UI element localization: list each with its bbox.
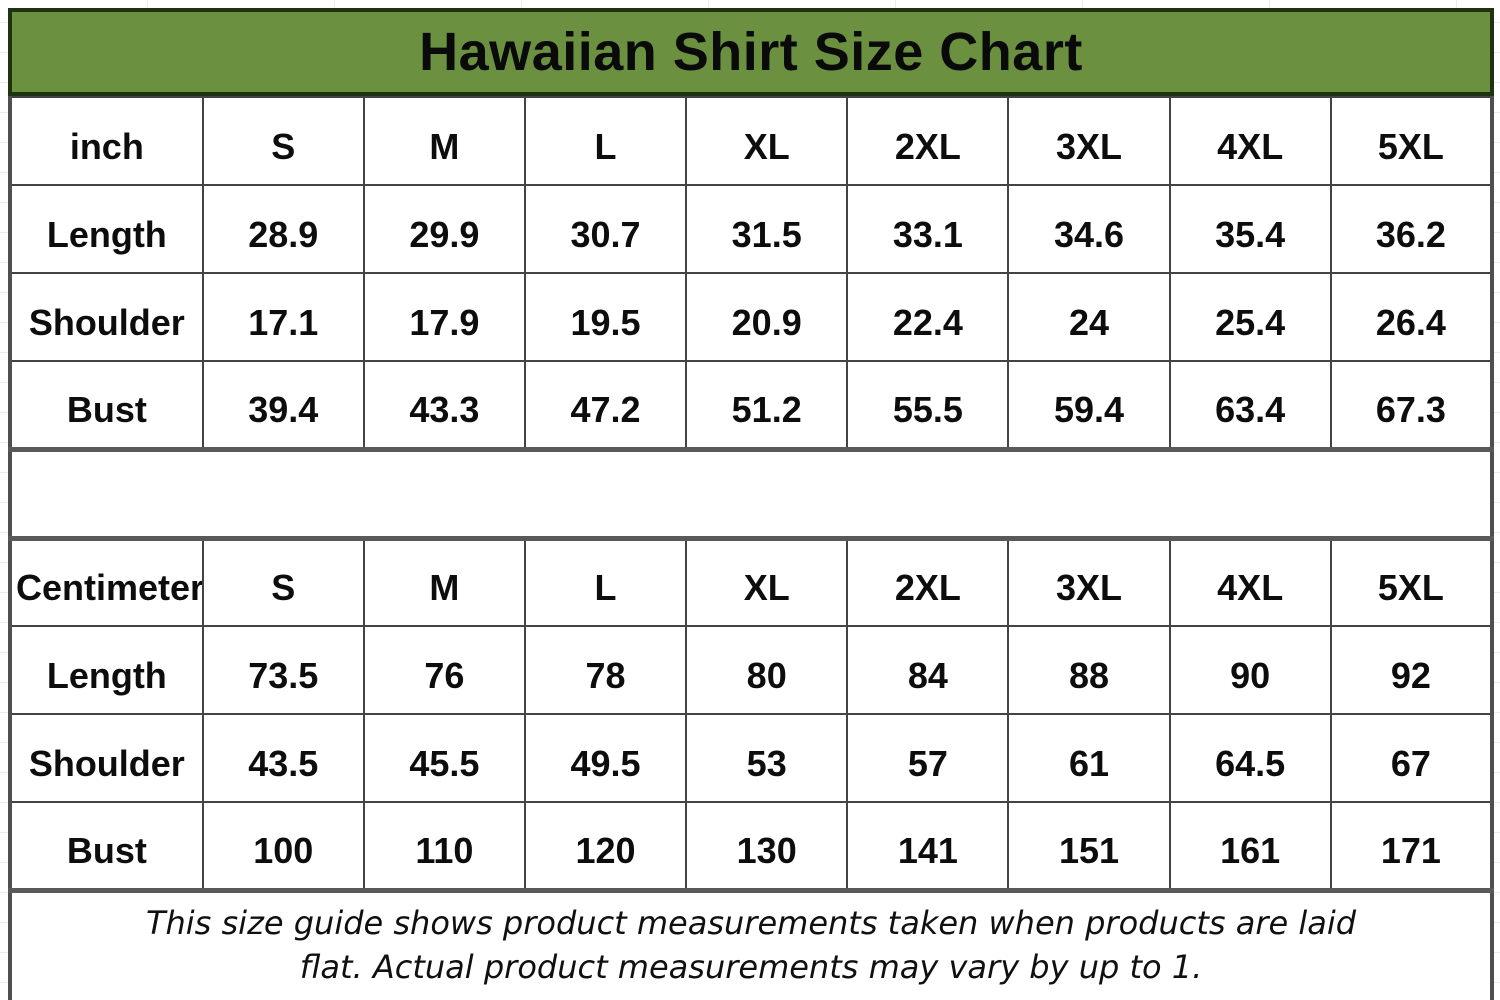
size-chart: Hawaiian Shirt Size Chart inch S M L XL 2XL 3X… xyxy=(8,8,1494,1000)
centimeter-size-table: Centimeter S M L XL 2XL 3XL 4XL 5XL Length 73.5 76 7… xyxy=(8,535,1494,893)
measurement-row: Length 28.9 29.9 30.7 31.5 33.1 34.6 35.4 36.2 xyxy=(9,184,1494,274)
measurement-value-cell: 67.3 xyxy=(1329,360,1494,450)
measurement-value-cell: 61 xyxy=(1007,713,1171,803)
chart-title-bar: Hawaiian Shirt Size Chart xyxy=(8,8,1494,96)
empty-spacer-row xyxy=(8,451,1494,536)
size-header-cell: XL xyxy=(685,537,849,627)
size-header-cell: M xyxy=(362,96,526,186)
measurement-row: Length 73.5 76 78 80 84 88 90 92 xyxy=(9,625,1494,715)
size-header-cell: 4XL xyxy=(1168,96,1332,186)
size-header-cell: 5XL xyxy=(1329,96,1494,186)
size-header-cell: L xyxy=(523,96,688,186)
measurement-label-cell: Length xyxy=(9,184,204,274)
measurement-value-cell: 151 xyxy=(1007,801,1171,891)
footer-note-text: This size guide shows product measuremen… xyxy=(145,903,1357,986)
measurement-value-cell: 49.5 xyxy=(523,713,688,803)
measurement-value-cell: 22.4 xyxy=(846,272,1010,362)
measurement-value-cell: 63.4 xyxy=(1168,360,1332,450)
size-header-cell: 4XL xyxy=(1168,537,1332,627)
measurement-value-cell: 39.4 xyxy=(201,360,365,450)
measurement-value-cell: 26.4 xyxy=(1329,272,1494,362)
measurement-value-cell: 80 xyxy=(685,625,849,715)
size-header-cell: 3XL xyxy=(1007,537,1171,627)
measurement-value-cell: 17.1 xyxy=(201,272,365,362)
measurement-value-cell: 84 xyxy=(846,625,1010,715)
measurement-value-cell: 45.5 xyxy=(362,713,526,803)
measurement-value-cell: 33.1 xyxy=(846,184,1010,274)
size-header-cell: M xyxy=(362,537,526,627)
measurement-row: Bust 39.4 43.3 47.2 51.2 55.5 59.4 63.4 67.3 xyxy=(9,360,1494,450)
measurement-value-cell: 31.5 xyxy=(685,184,849,274)
size-header-row: Centimeter S M L XL 2XL 3XL 4XL 5XL xyxy=(9,537,1494,627)
measurement-row: Shoulder 17.1 17.9 19.5 20.9 22.4 24 25.4 26.4 xyxy=(9,272,1494,362)
unit-header-cell: Centimeter xyxy=(9,537,204,627)
measurement-value-cell: 73.5 xyxy=(201,625,365,715)
measurement-value-cell: 120 xyxy=(523,801,688,891)
unit-header-cell: inch xyxy=(9,96,204,186)
measurement-value-cell: 64.5 xyxy=(1168,713,1332,803)
size-header-cell: S xyxy=(201,96,365,186)
size-header-cell: XL xyxy=(685,96,849,186)
measurement-value-cell: 141 xyxy=(846,801,1010,891)
measurement-value-cell: 76 xyxy=(362,625,526,715)
size-header-cell: 2XL xyxy=(846,537,1010,627)
measurement-label-cell: Bust xyxy=(9,801,204,891)
measurement-value-cell: 28.9 xyxy=(201,184,365,274)
measurement-value-cell: 92 xyxy=(1329,625,1494,715)
measurement-value-cell: 47.2 xyxy=(523,360,688,450)
size-header-cell: L xyxy=(523,537,688,627)
measurement-value-cell: 88 xyxy=(1007,625,1171,715)
measurement-value-cell: 53 xyxy=(685,713,849,803)
measurement-value-cell: 30.7 xyxy=(523,184,688,274)
measurement-value-cell: 19.5 xyxy=(523,272,688,362)
measurement-value-cell: 43.5 xyxy=(201,713,365,803)
size-header-cell: 3XL xyxy=(1007,96,1171,186)
measurement-value-cell: 90 xyxy=(1168,625,1332,715)
measurement-value-cell: 25.4 xyxy=(1168,272,1332,362)
measurement-value-cell: 51.2 xyxy=(685,360,849,450)
measurement-label-cell: Shoulder xyxy=(9,272,204,362)
size-header-cell: 5XL xyxy=(1329,537,1494,627)
inch-size-table: inch S M L XL 2XL 3XL 4XL 5XL Length 28.9 29.9 30.7 3… xyxy=(8,96,1494,452)
measurement-value-cell: 43.3 xyxy=(362,360,526,450)
size-header-cell: S xyxy=(201,537,365,627)
measurement-label-cell: Bust xyxy=(9,360,204,450)
measurement-value-cell: 67 xyxy=(1329,713,1494,803)
measurement-value-cell: 110 xyxy=(362,801,526,891)
measurement-value-cell: 78 xyxy=(523,625,688,715)
measurement-value-cell: 161 xyxy=(1168,801,1332,891)
measurement-label-cell: Length xyxy=(9,625,204,715)
measurement-value-cell: 35.4 xyxy=(1168,184,1332,274)
measurement-value-cell: 171 xyxy=(1329,801,1494,891)
measurement-value-cell: 20.9 xyxy=(685,272,849,362)
footer-note: This size guide shows product measuremen… xyxy=(8,892,1494,1000)
size-header-row: inch S M L XL 2XL 3XL 4XL 5XL xyxy=(9,96,1494,186)
measurement-value-cell: 130 xyxy=(685,801,849,891)
measurement-value-cell: 36.2 xyxy=(1329,184,1494,274)
measurement-value-cell: 34.6 xyxy=(1007,184,1171,274)
measurement-value-cell: 55.5 xyxy=(846,360,1010,450)
chart-title: Hawaiian Shirt Size Chart xyxy=(419,22,1083,82)
measurement-value-cell: 59.4 xyxy=(1007,360,1171,450)
measurement-value-cell: 24 xyxy=(1007,272,1171,362)
measurement-value-cell: 100 xyxy=(201,801,365,891)
measurement-value-cell: 17.9 xyxy=(362,272,526,362)
measurement-row: Bust 100 110 120 130 141 151 161 171 xyxy=(9,801,1494,891)
measurement-row: Shoulder 43.5 45.5 49.5 53 57 61 64.5 67 xyxy=(9,713,1494,803)
measurement-value-cell: 29.9 xyxy=(362,184,526,274)
measurement-label-cell: Shoulder xyxy=(9,713,204,803)
measurement-value-cell: 57 xyxy=(846,713,1010,803)
size-header-cell: 2XL xyxy=(846,96,1010,186)
